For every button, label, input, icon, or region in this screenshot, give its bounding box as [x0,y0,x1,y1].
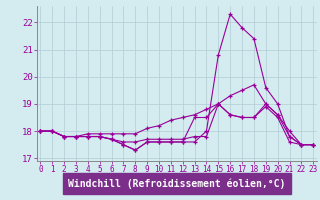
X-axis label: Windchill (Refroidissement éolien,°C): Windchill (Refroidissement éolien,°C) [68,178,285,189]
